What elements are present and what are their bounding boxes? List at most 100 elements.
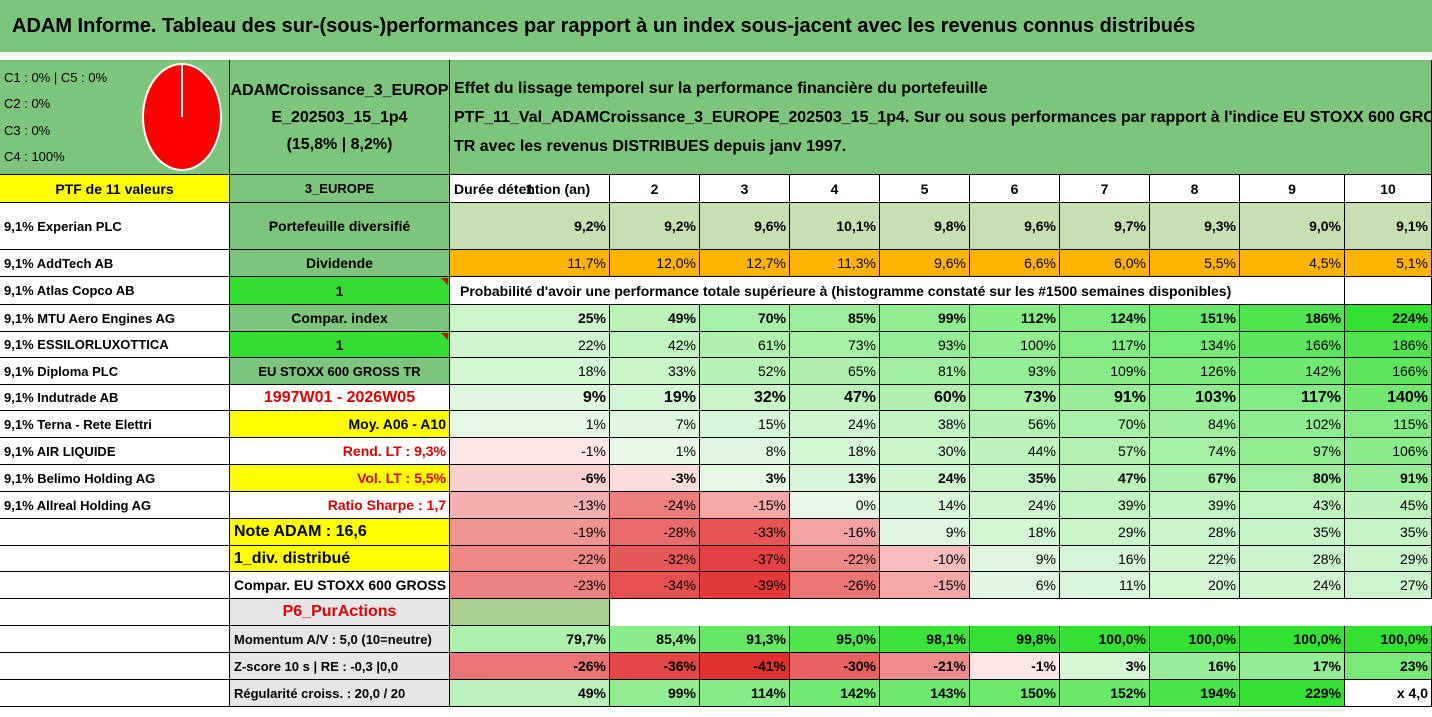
stat-value: 49% <box>450 680 610 707</box>
quantile-value: 24% <box>880 465 970 492</box>
quantile-value: 67% <box>1150 465 1240 492</box>
holding-item: 9,1% MTU Aero Engines AG <box>0 305 230 332</box>
vol-value: 5,5% <box>1150 250 1240 277</box>
stat-value: 142% <box>790 680 880 707</box>
info-dividende: Dividende <box>230 250 450 277</box>
info-div: 1_div. distribué <box>230 546 450 572</box>
quantile-value: 24% <box>1240 572 1345 599</box>
info-sharpe: Ratio Sharpe : 1,7 <box>230 492 450 519</box>
description-line: TR avec les revenus DISTRIBUES depuis ja… <box>454 137 847 155</box>
holding-item: 9,1% Terna - Rete Elettri <box>0 411 230 438</box>
year-header: 4 <box>790 175 880 203</box>
vol-value: 4,5% <box>1240 250 1345 277</box>
quantile-value: 15% <box>700 411 790 438</box>
quantile-value: 35% <box>1345 519 1432 546</box>
fund-line: ADAMCroissance_3_EUROP <box>230 81 449 99</box>
quantile-value: -32% <box>610 546 700 572</box>
quantile-value: 47% <box>1060 465 1150 492</box>
quantile-value: 29% <box>1060 519 1150 546</box>
quantile-value: 102% <box>1240 411 1345 438</box>
quantile-value: -15% <box>700 492 790 519</box>
quantile-value: 35% <box>1240 519 1345 546</box>
stat-value: 23% <box>1345 653 1432 680</box>
quantile-value: -10% <box>880 546 970 572</box>
empty-cell <box>0 572 230 599</box>
year-header: 9 <box>1240 175 1345 203</box>
stat-value: -1% <box>970 653 1060 680</box>
allocation-pie-chart <box>142 63 222 171</box>
stat-value: 150% <box>970 680 1060 707</box>
stat-value: 16% <box>1150 653 1240 680</box>
stat-value: 98,1% <box>880 626 970 653</box>
quantile-value: 27% <box>1345 572 1432 599</box>
quantile-value: -39% <box>700 572 790 599</box>
quantile-value: 33% <box>610 358 700 385</box>
quantile-value: 38% <box>880 411 970 438</box>
year-header: 6 <box>970 175 1060 203</box>
quantile-value: 100% <box>970 332 1060 358</box>
quantile-value: 57% <box>1060 438 1150 465</box>
info-p6: P6_PurActions <box>230 599 450 626</box>
stat-value: 143% <box>880 680 970 707</box>
stat-value: -30% <box>790 653 880 680</box>
quantile-value: 126% <box>1150 358 1240 385</box>
vol-value: 12,7% <box>700 250 790 277</box>
description-line: PTF_11_Val_ADAMCroissance_3_EUROPE_20250… <box>454 108 1432 126</box>
quantile-value: 56% <box>970 411 1060 438</box>
quantile-value: 16% <box>1060 546 1150 572</box>
quantile-value: 11% <box>1060 572 1150 599</box>
stat-value: 100,0% <box>1150 626 1240 653</box>
info-regularite: Régularité croiss. : 20,0 / 20 <box>230 680 450 707</box>
holding-item: 9,1% Allreal Holding AG <box>0 492 230 519</box>
rend-value: 9,6% <box>970 203 1060 250</box>
quantile-value: 106% <box>1345 438 1432 465</box>
stat-value: 85,4% <box>610 626 700 653</box>
quantile-value: -24% <box>610 492 700 519</box>
rend-value: 9,1% <box>1345 203 1432 250</box>
quantile-value: 49% <box>610 305 700 332</box>
info-vol_lt: Vol. LT : 5,5% <box>230 465 450 492</box>
quantile-value: 18% <box>970 519 1060 546</box>
stat-value: 91,3% <box>700 626 790 653</box>
quantile-value: 7% <box>610 411 700 438</box>
quantile-value: 80% <box>1240 465 1345 492</box>
empty-cell <box>0 680 230 707</box>
quantile-value: 32% <box>700 385 790 411</box>
info-one_b: 1 <box>230 332 450 358</box>
empty-cell <box>0 626 230 653</box>
rend-value: 9,0% <box>1240 203 1345 250</box>
quantile-value: 81% <box>880 358 970 385</box>
quantile-value: -37% <box>700 546 790 572</box>
region-label: 3_EUROPE <box>230 175 450 203</box>
empty-cell <box>0 519 230 546</box>
year-header: 5 <box>880 175 970 203</box>
quantile-value: 19% <box>610 385 700 411</box>
fund-line: E_202503_15_1p4 <box>271 108 408 126</box>
rend-value: 9,2% <box>450 203 610 250</box>
quantile-value: -15% <box>880 572 970 599</box>
stat-value: 100,0% <box>1240 626 1345 653</box>
vol-value: 12,0% <box>610 250 700 277</box>
quantile-value: 30% <box>880 438 970 465</box>
quantile-value: 84% <box>1150 411 1240 438</box>
quantile-value: 85% <box>790 305 880 332</box>
quantile-value: 166% <box>1240 332 1345 358</box>
quantile-value: 13% <box>790 465 880 492</box>
quantile-value: -1% <box>450 438 610 465</box>
stat-value: -41% <box>700 653 790 680</box>
stat-value: 99,8% <box>970 626 1060 653</box>
vol-value: 5,1% <box>1345 250 1432 277</box>
quantile-value: 61% <box>700 332 790 358</box>
quantile-value: 117% <box>1060 332 1150 358</box>
quantile-value: -3% <box>610 465 700 492</box>
quantile-value: -19% <box>450 519 610 546</box>
p6-fill <box>450 599 610 626</box>
quantile-value: 14% <box>880 492 970 519</box>
quantile-value: 29% <box>1345 546 1432 572</box>
quantile-value: 20% <box>1150 572 1240 599</box>
stat-value: -36% <box>610 653 700 680</box>
rend-value: 10,1% <box>790 203 880 250</box>
fund-name: ADAMCroissance_3_EUROP E_202503_15_1p4 (15… <box>230 60 450 175</box>
holding-item: 9,1% Experian PLC <box>0 203 230 250</box>
